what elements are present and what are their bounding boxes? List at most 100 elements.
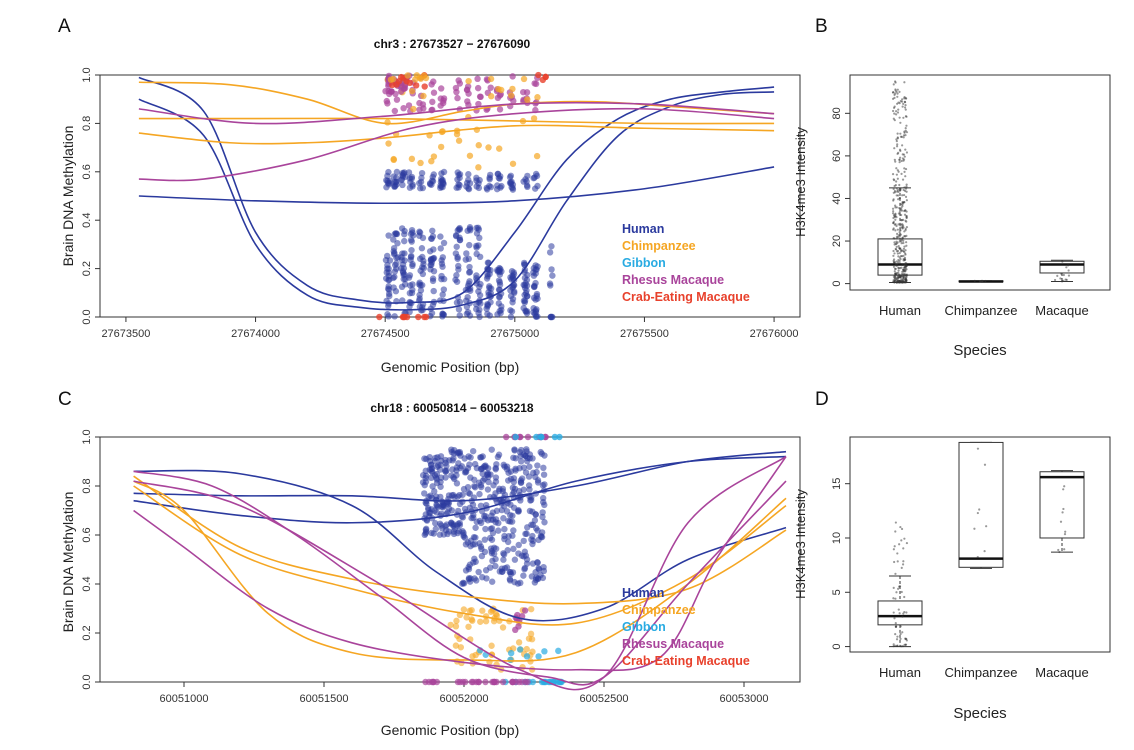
- data-point: [512, 433, 519, 441]
- data-point: [512, 455, 519, 462]
- data-point: [530, 115, 538, 122]
- data-point: [500, 515, 507, 522]
- data-point: [523, 308, 531, 315]
- data-point: [490, 550, 498, 558]
- box-jitter-point: [905, 124, 908, 127]
- data-point: [533, 152, 541, 160]
- data-point: [487, 75, 495, 83]
- data-point: [453, 480, 461, 487]
- series-line-chimpanzee: [133, 475, 787, 605]
- box-jitter-point: [902, 202, 905, 205]
- data-point: [475, 100, 482, 108]
- data-point: [416, 255, 424, 262]
- data-point: [528, 494, 535, 501]
- data-point: [405, 102, 413, 109]
- box-jitter-point: [896, 136, 899, 139]
- data-point: [486, 270, 493, 278]
- box-jitter-point: [891, 212, 895, 215]
- data-point: [463, 614, 470, 621]
- data-point: [468, 606, 475, 614]
- data-point: [416, 291, 423, 299]
- data-point: [453, 472, 460, 479]
- data-point: [535, 71, 542, 79]
- data-point: [473, 272, 480, 279]
- data-point: [527, 605, 535, 613]
- data-point: [524, 96, 531, 103]
- box-jitter-point: [898, 210, 901, 214]
- box-jitter-point: [904, 252, 907, 255]
- data-point: [470, 534, 478, 541]
- data-point: [456, 174, 463, 182]
- data-point: [509, 532, 516, 539]
- box-jitter-point: [899, 149, 902, 152]
- box-jitter-point: [973, 527, 976, 530]
- data-point: [420, 92, 427, 100]
- data-point: [511, 289, 518, 297]
- box-jitter-point: [895, 113, 898, 116]
- data-point: [485, 478, 492, 486]
- box-jitter-point: [902, 247, 906, 250]
- panel-c-frame: [99, 436, 801, 683]
- box-jitter-point: [897, 198, 900, 201]
- data-point: [422, 74, 430, 82]
- data-point: [429, 483, 436, 490]
- data-point: [454, 450, 461, 457]
- data-point: [438, 275, 445, 283]
- data-point: [429, 275, 437, 282]
- panel-b-frame: [849, 74, 1111, 291]
- series-line-chimpanzee: [133, 485, 787, 626]
- data-point: [428, 465, 436, 472]
- data-point: [496, 145, 503, 152]
- box-jitter-point: [893, 545, 896, 548]
- data-point: [399, 181, 406, 189]
- box-jitter-point: [894, 204, 897, 207]
- data-point: [523, 530, 530, 537]
- data-point: [507, 656, 514, 664]
- data-point: [495, 300, 503, 307]
- data-point: [464, 227, 471, 234]
- box-jitter-point: [904, 189, 907, 192]
- box-jitter-point: [904, 104, 907, 107]
- data-point: [534, 462, 541, 469]
- data-point: [388, 88, 395, 95]
- panel-c-legend: Human Chimpanzee Gibbon Rhesus Macaque Crab-…: [622, 586, 750, 668]
- box-jitter-point: [897, 269, 900, 272]
- box-jitter-point: [898, 183, 901, 187]
- data-point: [492, 464, 499, 472]
- data-point: [408, 155, 416, 163]
- data-point: [384, 100, 391, 107]
- data-point: [532, 511, 540, 518]
- data-point: [473, 183, 480, 190]
- box-jitter-point: [892, 237, 895, 240]
- box-jitter-point: [894, 89, 897, 92]
- data-point: [390, 236, 397, 243]
- data-point: [453, 617, 460, 625]
- data-point: [418, 174, 425, 182]
- data-point: [459, 498, 466, 505]
- data-point: [393, 174, 400, 181]
- box-jitter-point: [894, 206, 897, 209]
- data-point: [546, 280, 554, 287]
- data-point: [393, 260, 400, 267]
- data-point: [509, 160, 517, 167]
- data-point: [408, 252, 415, 260]
- data-point: [468, 616, 475, 623]
- data-point: [457, 644, 465, 651]
- box-jitter-point: [897, 255, 900, 258]
- box-jitter-point: [902, 547, 905, 550]
- data-point: [481, 536, 488, 543]
- data-point: [426, 180, 434, 188]
- x-tick-label: 60052500: [580, 693, 629, 705]
- y-tick-label: 10: [831, 532, 843, 544]
- data-point: [421, 490, 428, 497]
- box-jitter-point: [1062, 488, 1065, 491]
- data-point: [463, 250, 470, 257]
- data-point: [515, 550, 522, 557]
- data-point: [475, 479, 483, 486]
- box-jitter-point: [894, 530, 897, 533]
- data-point: [418, 169, 426, 177]
- panel-a-chart: chr3 : 27673527 − 27676090 27673500 27674…: [60, 37, 801, 375]
- y-tick-label: 0: [831, 281, 843, 287]
- box-jitter-point: [903, 263, 906, 266]
- panel-letter-a: A: [58, 16, 71, 37]
